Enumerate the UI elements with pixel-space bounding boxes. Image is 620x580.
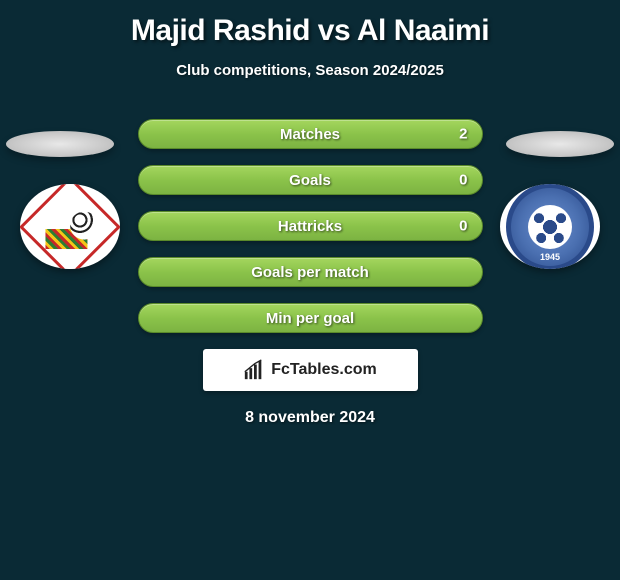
page-title: Majid Rashid vs Al Naaimi	[0, 0, 620, 48]
stat-row-goals-per-match: Goals per match	[138, 257, 483, 287]
publication-date: 8 november 2024	[0, 409, 620, 427]
stat-row-goals: Goals 0	[138, 165, 483, 195]
stat-label: Matches	[280, 126, 340, 143]
bar-chart-icon	[243, 359, 265, 381]
club-right-year: 1945	[511, 252, 589, 262]
player-photo-placeholder-left	[6, 131, 114, 157]
stat-rows: Matches 2 Goals 0 Hattricks 0 Goals per …	[138, 119, 483, 333]
stat-row-hattricks: Hattricks 0	[138, 211, 483, 241]
stat-label: Hattricks	[278, 218, 342, 235]
stat-label: Goals per match	[251, 264, 369, 281]
stat-right-value: 2	[459, 126, 467, 143]
football-icon	[528, 205, 572, 249]
stat-row-matches: Matches 2	[138, 119, 483, 149]
brand-watermark: FcTables.com	[203, 349, 418, 391]
stat-right-value: 0	[459, 172, 467, 189]
stat-right-value: 0	[459, 218, 467, 235]
brand-name: FcTables.com	[271, 361, 377, 379]
football-icon	[70, 211, 98, 239]
stat-row-min-per-goal: Min per goal	[138, 303, 483, 333]
club-badge-left	[20, 184, 120, 269]
comparison-panel: 1945 Matches 2 Goals 0 Hattricks 0 Goals…	[0, 119, 620, 427]
club-right-emblem: 1945	[506, 184, 594, 269]
club-left-emblem	[20, 184, 120, 269]
page-subtitle: Club competitions, Season 2024/2025	[0, 62, 620, 79]
club-badge-right: 1945	[500, 184, 600, 269]
stat-label: Min per goal	[266, 310, 354, 327]
player-photo-placeholder-right	[506, 131, 614, 157]
stat-label: Goals	[289, 172, 331, 189]
